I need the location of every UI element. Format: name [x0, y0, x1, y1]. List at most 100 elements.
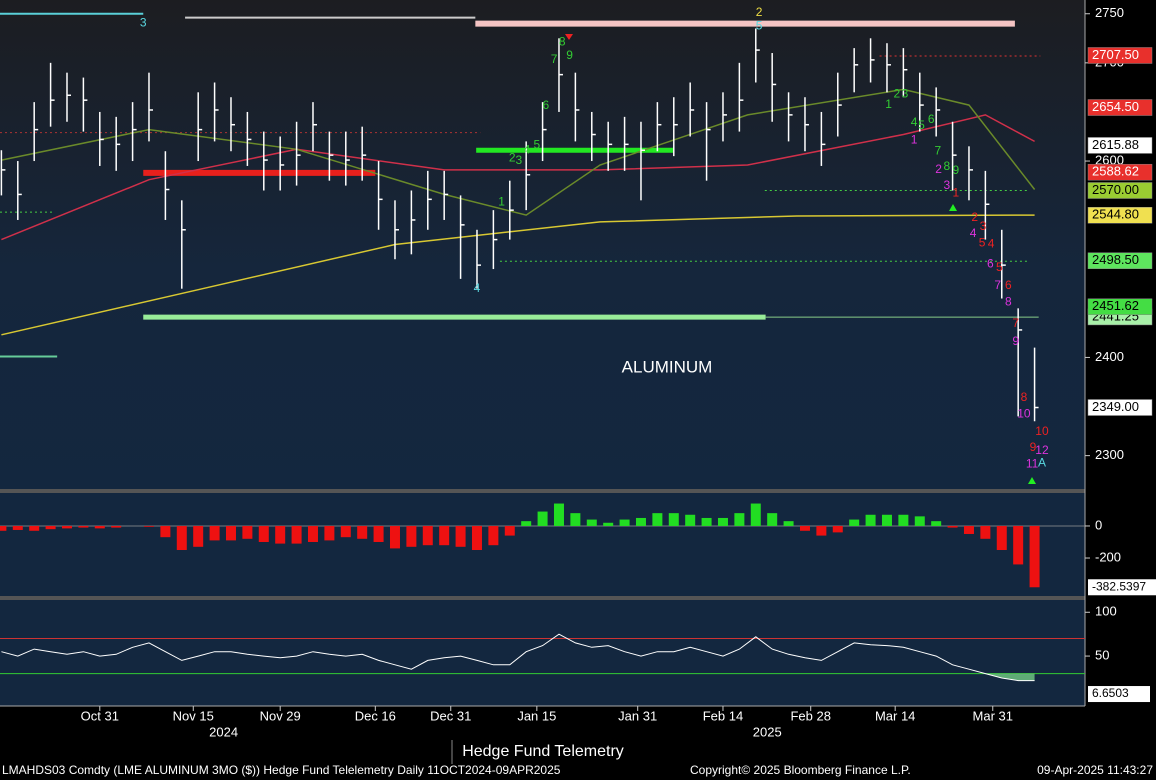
- count-label: 2: [971, 210, 978, 224]
- count-label: 8: [1021, 390, 1028, 404]
- histogram-bar: [914, 516, 925, 526]
- count-label: 9: [1012, 334, 1019, 348]
- histogram-bar: [947, 525, 958, 528]
- count-label: 1: [885, 97, 892, 111]
- histogram-bar: [340, 525, 351, 538]
- count-label: 1: [498, 194, 505, 208]
- histogram-bar: [242, 525, 253, 539]
- histogram-bar: [635, 517, 646, 526]
- price-tag-label: 2654.50: [1092, 99, 1139, 114]
- count-label: 10: [1035, 424, 1049, 438]
- x-tick-label: Mar 31: [973, 708, 1013, 723]
- moving-average: [1, 114, 1035, 241]
- histogram-bar: [258, 525, 269, 542]
- x-tick-label: Feb 14: [703, 708, 743, 723]
- x-tick-label: Dec 31: [430, 708, 471, 723]
- y-tick-label: 100: [1095, 604, 1117, 619]
- footer-security: LMAHDS03 Comdty (LME ALUMINUM 3MO ($)) H…: [2, 763, 561, 777]
- price-tag-label: 2615.88: [1092, 137, 1139, 152]
- histogram-bar: [373, 525, 384, 542]
- count-label: 7: [551, 52, 558, 66]
- histogram-bar: [799, 525, 810, 531]
- histogram-bar: [471, 525, 482, 551]
- oversold-fill: [985, 673, 1035, 681]
- histogram-bar: [1013, 525, 1024, 565]
- price-tag-label: 2498.50: [1092, 252, 1139, 267]
- histogram-bar: [586, 519, 597, 526]
- price-tag: [1087, 298, 1153, 315]
- count-label: 3: [515, 153, 522, 167]
- count-label: 2: [509, 150, 516, 164]
- count-label: 3: [943, 178, 950, 192]
- histogram-bar: [963, 525, 974, 534]
- y-tick-label: -200: [1095, 549, 1121, 564]
- price-tag: [1087, 47, 1153, 64]
- count-label: 8: [1005, 295, 1012, 309]
- x-tick-label: Nov 29: [260, 708, 301, 723]
- arrow-down: [565, 34, 573, 40]
- histogram-bar: [12, 525, 23, 530]
- count-label: 8: [943, 159, 950, 173]
- histogram-bar: [61, 525, 72, 529]
- histogram-bar: [865, 514, 876, 526]
- y-tick-label: 50: [1095, 648, 1109, 663]
- histogram-bar: [881, 514, 892, 526]
- panel-divider: [0, 489, 1085, 493]
- histogram-bar: [422, 525, 433, 546]
- histogram-bar: [553, 503, 564, 526]
- count-label: 3: [902, 86, 909, 100]
- price-tag: [1087, 252, 1153, 269]
- price-tag: [1087, 137, 1153, 154]
- x-tick-label: Jan 15: [517, 708, 556, 723]
- count-label: 9: [1030, 440, 1037, 454]
- count-label: 12: [1035, 443, 1049, 457]
- footer-title: Hedge Fund Telemetry: [462, 743, 624, 760]
- y-tick-label: 2400: [1095, 349, 1124, 364]
- y-tick-label: 2750: [1095, 5, 1124, 20]
- count-label: 5: [756, 19, 763, 33]
- histogram-bar: [225, 525, 236, 541]
- count-label: 4: [524, 142, 531, 156]
- count-label: 10: [1017, 407, 1031, 421]
- count-label: 3: [140, 16, 147, 30]
- histogram-bar: [111, 525, 122, 528]
- histogram-bar: [701, 517, 712, 526]
- histogram-bar: [931, 521, 942, 526]
- value-tag: [1088, 686, 1150, 703]
- histogram-bar: [209, 525, 220, 541]
- count-label: 9: [566, 48, 573, 62]
- histogram-bar: [767, 513, 778, 526]
- price-tag-label: 2544.80: [1092, 207, 1139, 222]
- histogram-bar: [832, 525, 843, 533]
- x-tick-label: Dec 16: [355, 708, 396, 723]
- main-panel: [0, 0, 1085, 490]
- x-tick-label: Oct 31: [81, 708, 119, 723]
- histogram-bar: [717, 517, 728, 526]
- value-tag-label: -382.5397: [1092, 579, 1146, 593]
- histogram-bar: [619, 519, 630, 526]
- histogram-bar: [439, 525, 450, 546]
- year-label: 2024: [209, 724, 238, 739]
- histogram-bar: [537, 511, 548, 526]
- price-tag: [1087, 399, 1153, 416]
- histogram-bar: [291, 525, 302, 544]
- count-label: 1: [953, 186, 960, 200]
- histogram-bar: [652, 513, 663, 526]
- count-label: 2: [893, 86, 900, 100]
- count-label: 6: [1005, 278, 1012, 292]
- histogram-bar: [849, 519, 860, 526]
- count-label: 5: [918, 118, 925, 132]
- histogram-bar: [685, 514, 696, 526]
- histogram-bar: [455, 525, 466, 547]
- price-tag-label: 2451.62: [1092, 298, 1139, 313]
- histogram-bar: [275, 525, 286, 544]
- count-label: 5: [996, 260, 1003, 274]
- count-label: 5: [533, 138, 540, 152]
- x-tick-label: Jan 31: [618, 708, 657, 723]
- arrow-up: [949, 204, 957, 211]
- value-tag-label: 6.6503: [1092, 686, 1129, 700]
- price-tag-label: 2707.50: [1092, 47, 1139, 62]
- histogram-bar: [898, 514, 909, 526]
- count-label: 1: [911, 133, 918, 147]
- histogram-bar: [783, 521, 794, 526]
